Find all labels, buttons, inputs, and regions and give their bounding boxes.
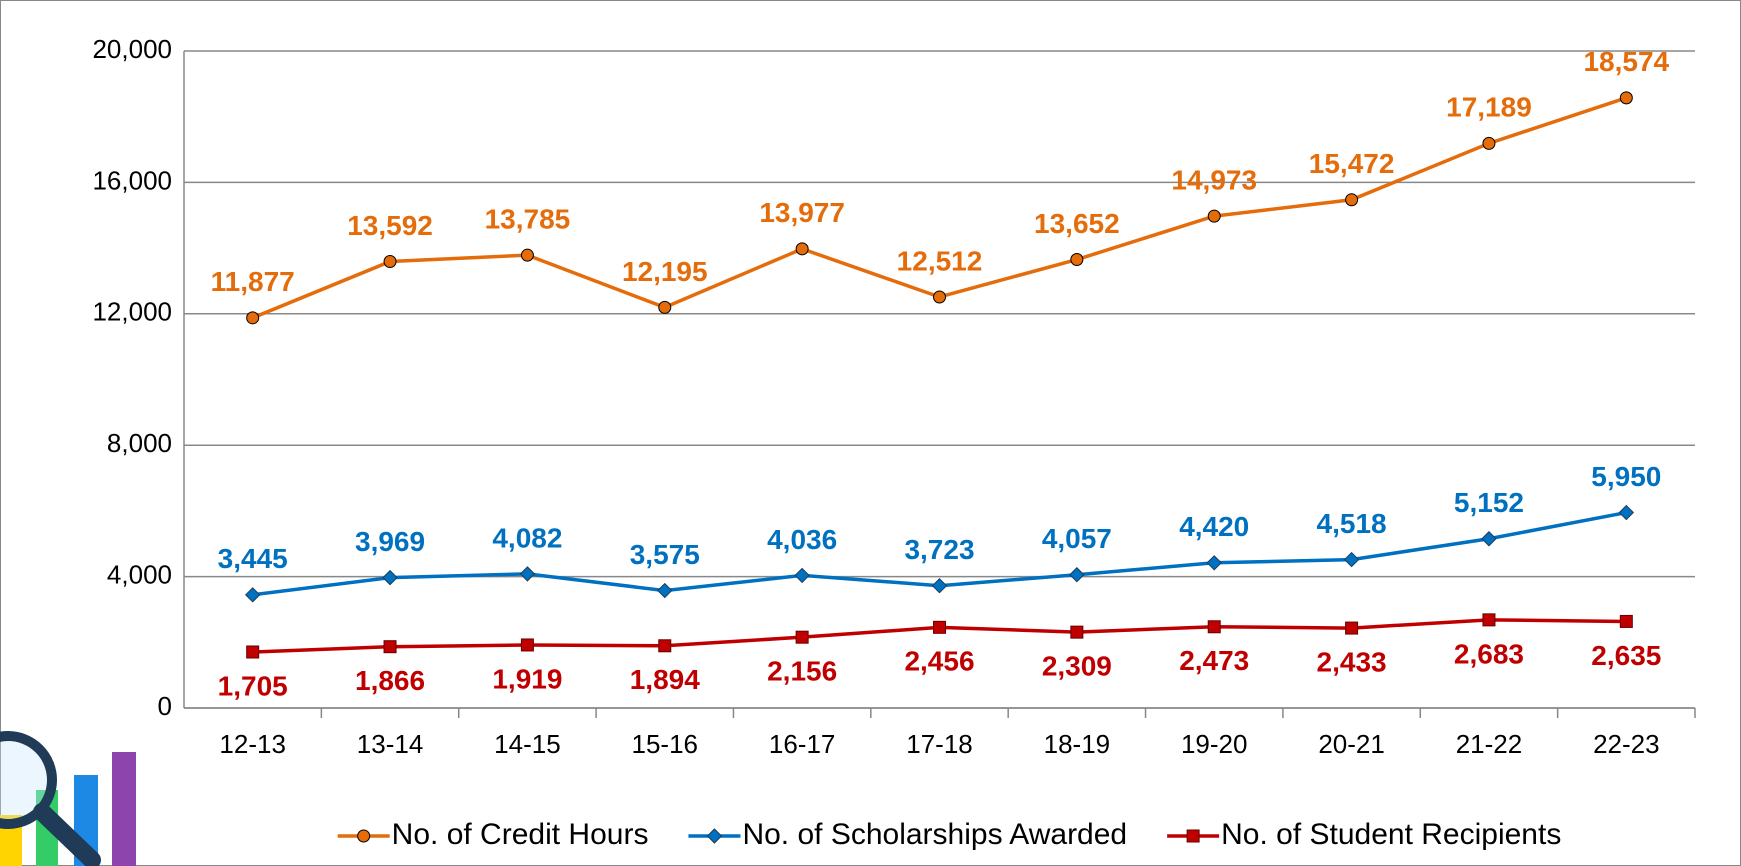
- y-tick-label: 0: [158, 691, 172, 721]
- legend-label: No. of Credit Hours: [392, 818, 649, 851]
- x-tick-label: 14-15: [494, 729, 561, 759]
- data-label: 17,189: [1446, 92, 1532, 123]
- legend-label: No. of Scholarships Awarded: [742, 818, 1127, 851]
- data-point: [521, 249, 533, 261]
- data-point: [659, 301, 671, 313]
- data-label: 3,969: [355, 526, 425, 557]
- data-label: 2,456: [904, 646, 974, 677]
- data-point: [247, 646, 259, 658]
- legend: No. of Credit Hours No. of Scholarships A…: [338, 818, 1562, 851]
- data-point: [934, 621, 946, 633]
- data-label: 2,683: [1454, 638, 1524, 669]
- data-label: 12,195: [622, 256, 708, 287]
- data-label: 4,082: [492, 522, 562, 553]
- data-point: [247, 312, 259, 324]
- data-point: [1620, 92, 1632, 104]
- legend-marker: [358, 830, 370, 842]
- x-tick-label: 17-18: [906, 729, 973, 759]
- data-label: 3,575: [630, 539, 700, 570]
- data-label: 15,472: [1309, 148, 1395, 179]
- x-tick-label: 22-23: [1593, 729, 1660, 759]
- data-label: 4,036: [767, 524, 837, 555]
- data-point: [1071, 254, 1083, 266]
- data-label: 13,977: [759, 197, 845, 228]
- data-label: 4,518: [1317, 508, 1387, 539]
- y-tick-label: 16,000: [92, 165, 172, 195]
- data-label: 5,152: [1454, 487, 1524, 518]
- data-point: [659, 640, 671, 652]
- data-label: 11,877: [211, 266, 295, 297]
- data-label: 1,919: [492, 663, 562, 694]
- x-tick-label: 16-17: [769, 729, 836, 759]
- data-label: 1,866: [355, 665, 425, 696]
- data-point: [796, 243, 808, 255]
- data-label: 13,652: [1034, 208, 1120, 239]
- data-label: 1,894: [630, 664, 700, 695]
- x-tick-label: 21-22: [1456, 729, 1523, 759]
- y-tick-label: 8,000: [107, 428, 172, 458]
- y-tick-label: 12,000: [92, 297, 172, 327]
- x-tick-label: 13-14: [357, 729, 424, 759]
- x-tick-label: 15-16: [632, 729, 699, 759]
- data-label: 1,705: [218, 670, 288, 701]
- chart: 0 4,000 8,000 12,000 16,000 20,000 12-13 13-14 1…: [0, 0, 1741, 866]
- data-point: [1483, 614, 1495, 626]
- data-label: 14,973: [1171, 165, 1257, 196]
- data-point: [384, 641, 396, 653]
- legend-label: No. of Student Recipients: [1221, 818, 1561, 851]
- data-point: [384, 256, 396, 268]
- data-label: 4,420: [1179, 511, 1249, 542]
- data-point: [521, 639, 533, 651]
- data-point: [1208, 621, 1220, 633]
- x-tick-label: 12-13: [219, 729, 286, 759]
- data-point: [1346, 622, 1358, 634]
- data-label: 18,574: [1583, 46, 1669, 77]
- data-label: 2,635: [1591, 640, 1661, 671]
- data-point: [1346, 194, 1358, 206]
- data-point: [1620, 615, 1632, 627]
- y-tick-label: 4,000: [107, 559, 172, 589]
- data-label: 5,950: [1591, 461, 1661, 492]
- data-label: 13,592: [347, 210, 433, 241]
- data-label: 2,473: [1179, 645, 1249, 676]
- data-label: 2,309: [1042, 651, 1112, 682]
- data-label: 13,785: [485, 204, 571, 235]
- data-point: [934, 291, 946, 303]
- data-label: 3,445: [218, 543, 288, 574]
- legend-marker: [1187, 830, 1199, 842]
- data-point: [1208, 210, 1220, 222]
- data-point: [796, 631, 808, 643]
- data-label: 12,512: [897, 245, 983, 276]
- x-tick-label: 20-21: [1318, 729, 1385, 759]
- data-point: [1071, 626, 1083, 638]
- data-label: 4,057: [1042, 523, 1112, 554]
- data-label: 2,156: [767, 656, 837, 687]
- y-tick-label: 20,000: [92, 34, 172, 64]
- x-tick-label: 18-19: [1044, 729, 1111, 759]
- data-point: [1483, 137, 1495, 149]
- data-label: 3,723: [904, 534, 974, 565]
- x-tick-label: 19-20: [1181, 729, 1248, 759]
- data-label: 2,433: [1317, 646, 1387, 677]
